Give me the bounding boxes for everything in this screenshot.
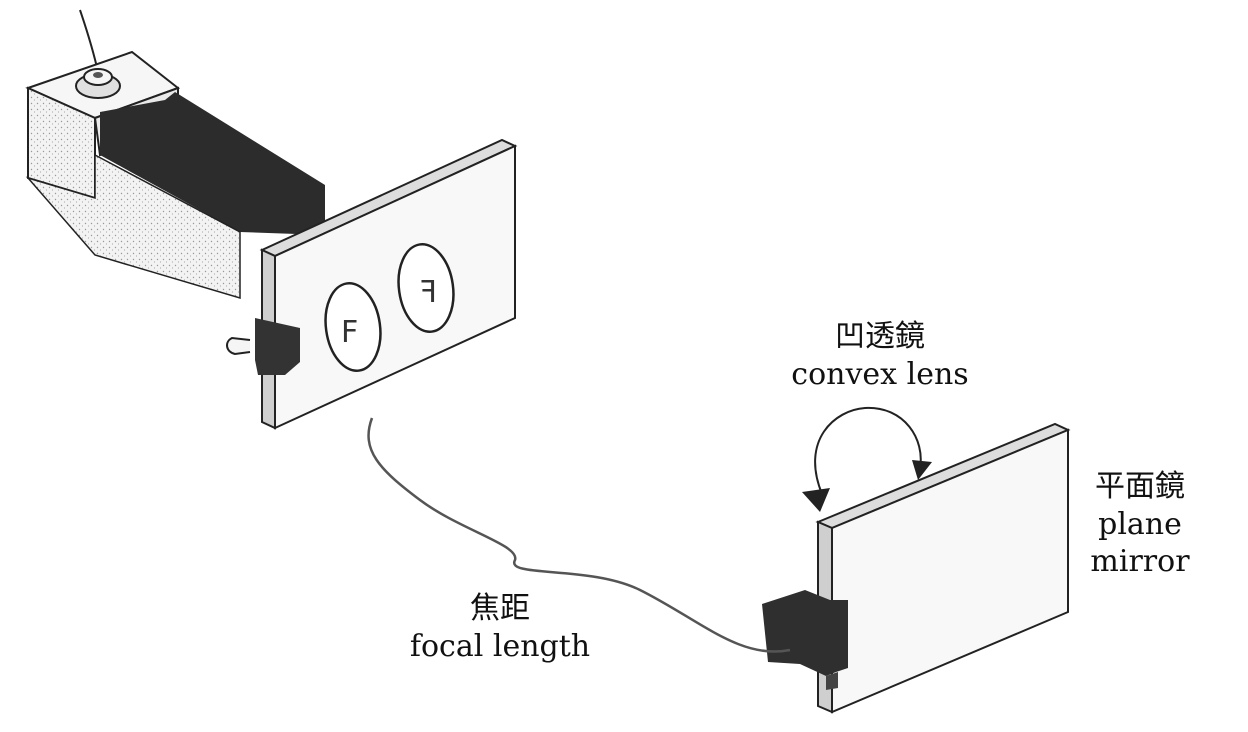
- lens-label-en: convex lens: [791, 356, 969, 392]
- light-tube-dark: [100, 92, 325, 235]
- image-letter: F: [420, 275, 437, 310]
- object-screen: F F: [226, 138, 518, 430]
- mirror-assembly: [762, 406, 1071, 714]
- screen-clamp: [255, 318, 300, 375]
- lens-label-zh: 凹透鏡: [835, 319, 925, 354]
- power-cord: [79, 9, 99, 73]
- aperture-image: [397, 243, 455, 333]
- lens-clamp: [762, 590, 848, 676]
- clamp-screw-icon: [226, 336, 251, 356]
- rotation-arrow: [814, 406, 922, 495]
- lens-label: 凹透鏡 convex lens: [730, 318, 1030, 393]
- rotation-arrowhead-left: [802, 488, 830, 512]
- aperture-object: [324, 282, 382, 372]
- focal-length-curve: [367, 417, 791, 653]
- mirror-label-zh: 平面鏡: [1095, 469, 1185, 504]
- mirror-label: 平面鏡 plane mirror: [1070, 468, 1210, 581]
- focal-label-zh: 焦距: [470, 591, 530, 626]
- lamp-knob-center: [93, 72, 103, 78]
- light-box-base: [25, 153, 241, 300]
- focal-length-label: 焦距 focal length: [390, 590, 610, 665]
- light-box: [25, 9, 325, 300]
- mirror-label-en-2: mirror: [1090, 544, 1190, 579]
- object-letter: F: [341, 315, 358, 350]
- mirror-label-en-1: plane: [1098, 506, 1182, 542]
- focal-label-en: focal length: [409, 628, 591, 664]
- rotation-arrowhead-right: [912, 460, 932, 480]
- mirror-base-clip: [826, 672, 838, 690]
